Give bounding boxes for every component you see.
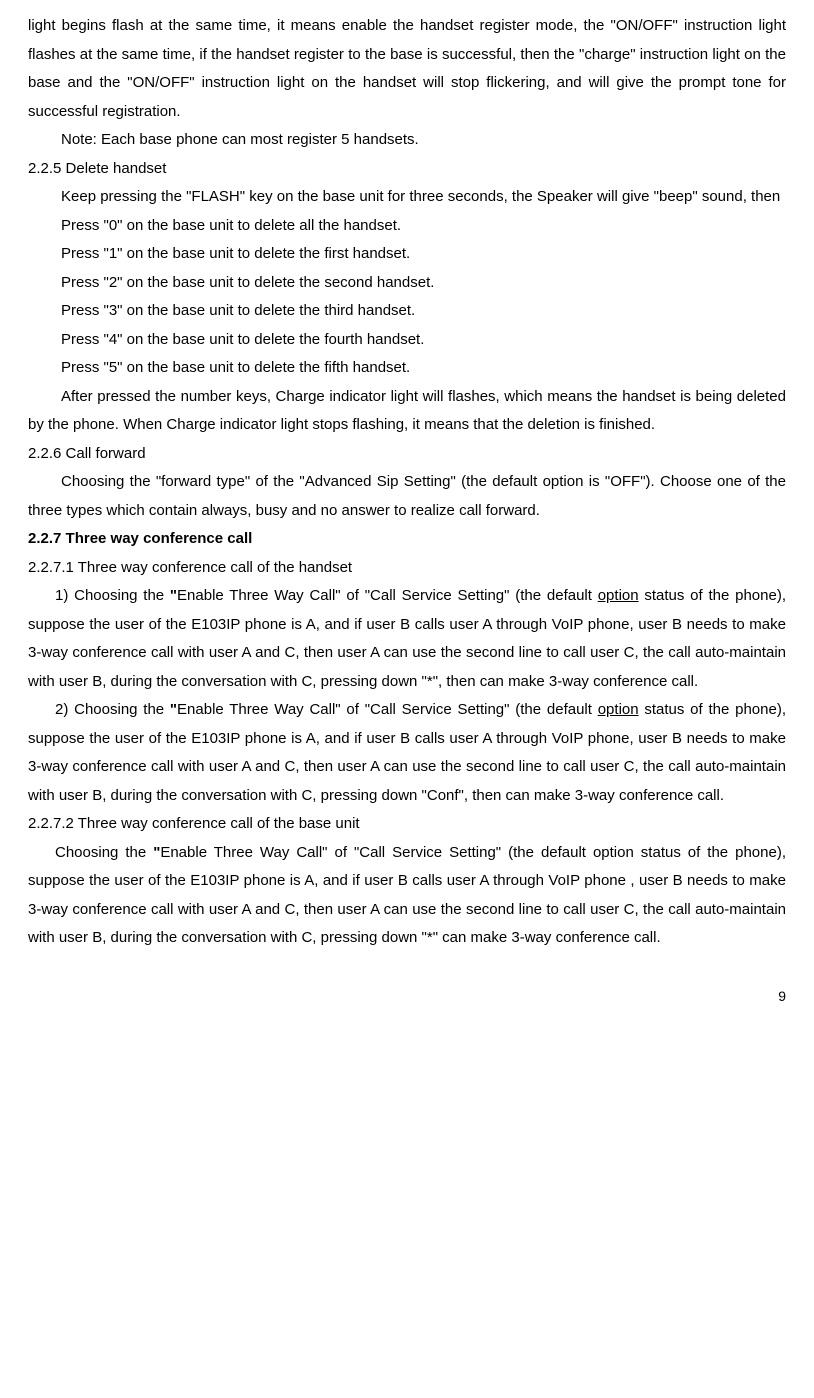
text-run: Enable Three Way Call" of "Call Service … — [177, 587, 598, 604]
paragraph-press-5: Press "5" on the base unit to delete the… — [28, 354, 786, 383]
paragraph-3way-handset-2: 2) Choosing the "Enable Three Way Call" … — [28, 696, 786, 810]
bold-quote: " — [170, 587, 177, 604]
paragraph-delete-intro: Keep pressing the "FLASH" key on the bas… — [28, 183, 786, 212]
text-run: Choosing the — [55, 844, 153, 861]
heading-2-2-5: 2.2.5 Delete handset — [28, 155, 786, 184]
heading-2-2-7-1: 2.2.7.1 Three way conference call of the… — [28, 554, 786, 583]
paragraph-note: Note: Each base phone can most register … — [28, 126, 786, 155]
text-run: 1) Choosing the — [55, 587, 170, 604]
paragraph-intro: light begins flash at the same time, it … — [28, 12, 786, 126]
page-number: 9 — [28, 983, 786, 1010]
underlined-option: option — [598, 587, 639, 604]
paragraph-callforward: Choosing the "forward type" of the "Adva… — [28, 468, 786, 525]
paragraph-press-1: Press "1" on the base unit to delete the… — [28, 240, 786, 269]
heading-2-2-7: 2.2.7 Three way conference call — [28, 525, 786, 554]
paragraph-3way-base: Choosing the "Enable Three Way Call" of … — [28, 839, 786, 953]
text-run: Enable Three Way Call" of "Call Service … — [177, 701, 598, 718]
underlined-option: option — [598, 701, 639, 718]
paragraph-3way-handset-1: 1) Choosing the "Enable Three Way Call" … — [28, 582, 786, 696]
paragraph-press-3: Press "3" on the base unit to delete the… — [28, 297, 786, 326]
bold-quote: " — [170, 701, 177, 718]
paragraph-press-4: Press "4" on the base unit to delete the… — [28, 326, 786, 355]
text-run: 2) Choosing the — [55, 701, 170, 718]
paragraph-press-0: Press "0" on the base unit to delete all… — [28, 212, 786, 241]
paragraph-delete-result: After pressed the number keys, Charge in… — [28, 383, 786, 440]
heading-2-2-7-2: 2.2.7.2 Three way conference call of the… — [28, 810, 786, 839]
heading-2-2-6: 2.2.6 Call forward — [28, 440, 786, 469]
paragraph-press-2: Press "2" on the base unit to delete the… — [28, 269, 786, 298]
